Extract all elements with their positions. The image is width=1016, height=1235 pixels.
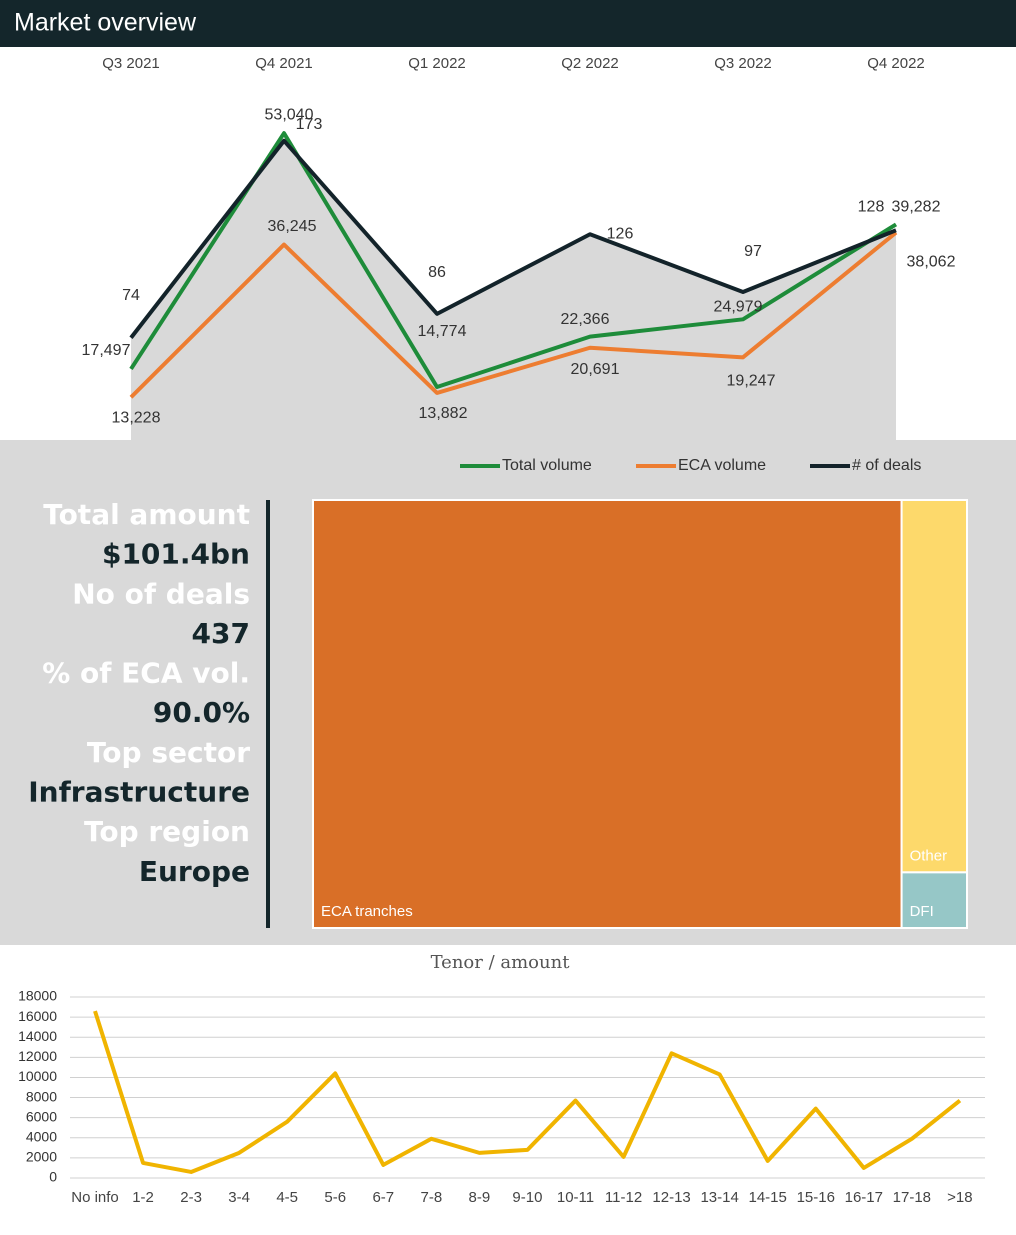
x-tick-label: 1-2 <box>132 1189 154 1206</box>
x-tick-label: 10-11 <box>557 1189 594 1206</box>
data-label: 13,882 <box>419 405 468 422</box>
x-tick-label: 17-18 <box>893 1189 931 1206</box>
x-tick-label: 5-6 <box>324 1189 346 1206</box>
kpi-value: Infrastructure <box>28 776 250 809</box>
x-tick-label: 9-10 <box>512 1189 542 1206</box>
data-label: 36,245 <box>268 218 317 235</box>
x-tick-label: Q4 2021 <box>255 55 313 72</box>
y-tick-label: 10000 <box>18 1068 57 1084</box>
data-label: 14,774 <box>418 323 467 340</box>
header-title: Market overview <box>14 9 197 37</box>
x-tick-label: 11-12 <box>605 1189 642 1206</box>
treemap-label: DFI <box>910 903 934 920</box>
x-tick-label: 15-16 <box>797 1189 835 1206</box>
x-tick-label: 12-13 <box>652 1189 690 1206</box>
data-label: 19,247 <box>727 373 776 390</box>
data-label: 17,497 <box>82 342 131 359</box>
data-label: 173 <box>296 116 323 133</box>
data-label: 20,691 <box>571 361 620 378</box>
header-bar <box>0 0 1016 47</box>
treemap-label: ECA tranches <box>321 903 413 920</box>
x-tick-label: Q2 2022 <box>561 55 619 72</box>
treemap-cell <box>900 499 968 874</box>
kpi-label: Top sector <box>87 736 250 769</box>
kpi-value: $101.4bn <box>102 538 250 571</box>
y-tick-label: 18000 <box>18 988 57 1004</box>
treemap-cell <box>312 499 903 929</box>
x-tick-label: Q3 2021 <box>102 55 160 72</box>
kpi-value: 437 <box>192 617 250 650</box>
data-label: 74 <box>122 287 140 304</box>
y-tick-label: 16000 <box>18 1008 57 1024</box>
x-tick-label: 4-5 <box>276 1189 298 1206</box>
x-tick-label: >18 <box>947 1189 972 1206</box>
y-tick-label: 4000 <box>26 1128 57 1144</box>
data-label: 97 <box>744 243 762 260</box>
data-label: 86 <box>428 264 446 281</box>
data-label: 13,228 <box>112 409 161 426</box>
x-tick-label: Q1 2022 <box>408 55 466 72</box>
legend-label: # of deals <box>852 457 921 474</box>
series-line <box>129 230 898 399</box>
kpi-label: Total amount <box>43 498 250 531</box>
data-label: 22,366 <box>561 311 610 328</box>
data-label: 128 <box>858 198 885 215</box>
x-tick-label: No info <box>71 1189 119 1206</box>
x-tick-label: Q3 2022 <box>714 55 772 72</box>
x-tick-label: 16-17 <box>845 1189 883 1206</box>
kpi-value: Europe <box>139 855 250 888</box>
y-tick-label: 14000 <box>18 1028 57 1044</box>
data-label: 126 <box>607 225 634 242</box>
data-label: 53,040 <box>265 106 314 123</box>
chart-title: Tenor / amount <box>431 952 571 973</box>
y-tick-label: 6000 <box>26 1108 57 1124</box>
x-tick-label: 3-4 <box>228 1189 250 1206</box>
area <box>131 140 896 486</box>
data-label: 38,062 <box>907 254 956 271</box>
treemap-label: Other <box>910 847 948 864</box>
kpi-label: No of deals <box>72 577 250 610</box>
x-tick-label: 13-14 <box>700 1189 738 1206</box>
kpi-label: Top region <box>84 815 250 848</box>
x-tick-label: 8-9 <box>469 1189 491 1206</box>
x-tick-label: Q4 2022 <box>867 55 925 72</box>
legend-label: ECA volume <box>678 457 766 474</box>
y-tick-label: 0 <box>49 1169 57 1185</box>
data-label: 39,282 <box>892 199 941 216</box>
x-tick-label: 2-3 <box>180 1189 202 1206</box>
kpi-label: % of ECA vol. <box>42 657 250 690</box>
x-tick-label: 6-7 <box>372 1189 394 1206</box>
y-tick-label: 12000 <box>18 1048 57 1064</box>
data-label: 24,979 <box>714 299 763 316</box>
treemap-cell <box>900 871 968 929</box>
x-tick-label: 7-8 <box>421 1189 443 1206</box>
series-line <box>129 138 897 339</box>
y-tick-label: 2000 <box>26 1149 57 1165</box>
y-tick-label: 8000 <box>26 1088 57 1104</box>
x-tick-label: 14-15 <box>749 1189 787 1206</box>
kpi-value: 90.0% <box>153 696 250 729</box>
series-line <box>93 1010 962 1174</box>
legend-label: Total volume <box>502 457 592 474</box>
